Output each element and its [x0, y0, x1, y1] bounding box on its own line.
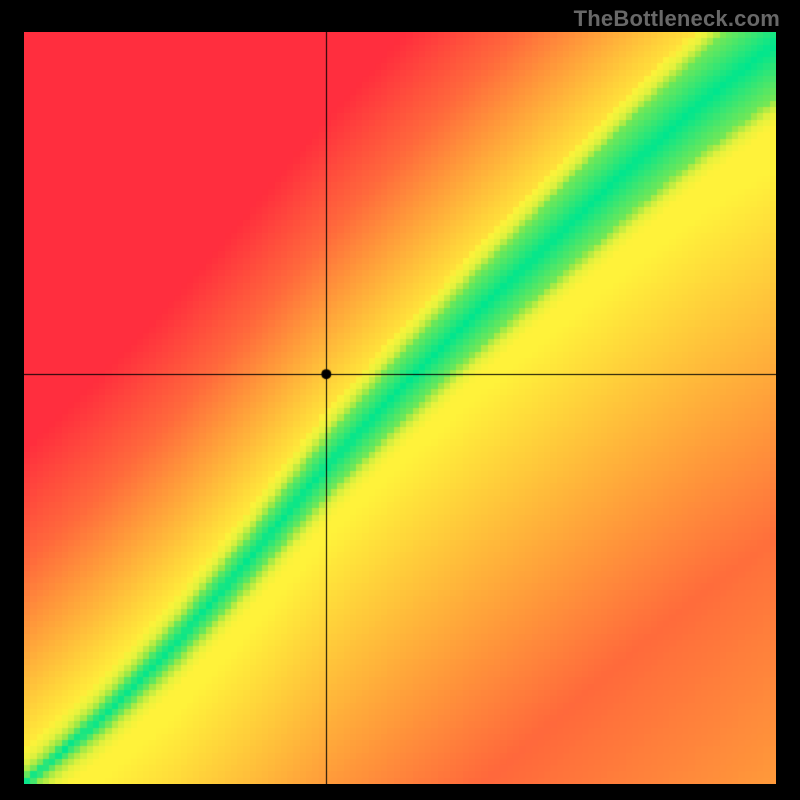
chart-container: TheBottleneck.com [0, 0, 800, 800]
watermark-text: TheBottleneck.com [574, 6, 780, 32]
bottleneck-heatmap [24, 32, 776, 784]
